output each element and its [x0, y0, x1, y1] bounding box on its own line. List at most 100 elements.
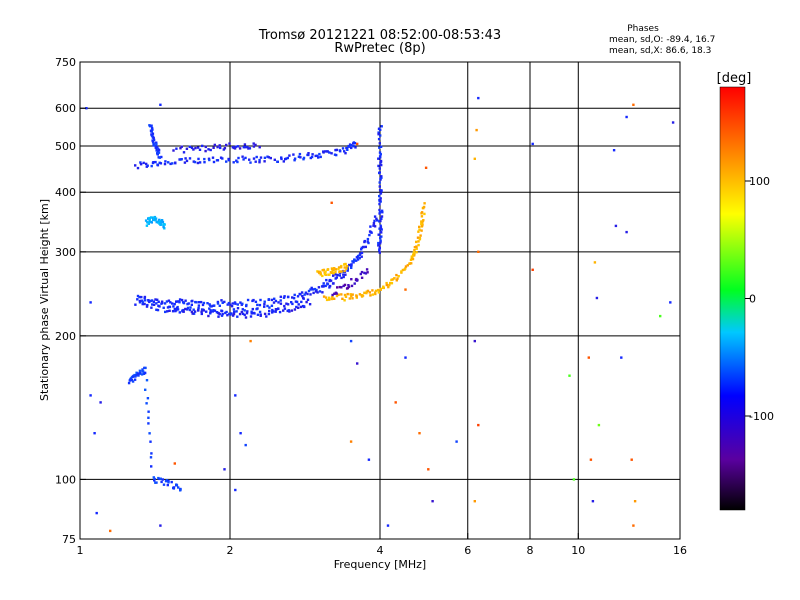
trace-point — [226, 314, 229, 317]
trace-point — [333, 297, 336, 300]
trace-point — [155, 481, 158, 484]
trace-point — [180, 158, 183, 161]
trace-point — [338, 274, 341, 277]
trace-point — [167, 299, 171, 302]
trace-point — [338, 270, 342, 273]
scatter-point — [595, 296, 599, 300]
trace-point — [136, 166, 140, 170]
scatter-point — [589, 458, 593, 461]
trace-point — [142, 370, 145, 373]
trace-point — [295, 305, 298, 309]
trace-point — [350, 144, 353, 147]
trace-point — [234, 145, 238, 148]
trace-point — [155, 302, 158, 305]
trace-point — [379, 156, 382, 159]
trace-point — [173, 307, 176, 311]
trace-point — [190, 310, 194, 314]
trace-point — [162, 306, 165, 309]
trace-point — [380, 215, 384, 218]
trace-point — [159, 477, 162, 480]
scatter-point — [620, 356, 623, 359]
trace-point — [322, 151, 325, 154]
trace-point — [378, 247, 381, 251]
trace-point — [316, 154, 319, 157]
trace-point — [258, 158, 261, 162]
trace-point — [149, 456, 153, 459]
trace-point — [149, 124, 153, 127]
scatter-point — [473, 157, 476, 160]
trace-point — [256, 313, 260, 316]
trace-point — [340, 276, 343, 280]
trace-point — [173, 302, 176, 306]
trace-point — [324, 270, 327, 273]
trace-point — [131, 380, 135, 383]
trace-point — [145, 379, 149, 382]
trace-point — [397, 275, 400, 278]
scatter-point — [614, 224, 618, 228]
trace-point — [243, 313, 246, 317]
trace-point — [364, 272, 368, 275]
trace-point — [191, 312, 194, 315]
trace-point — [140, 373, 144, 376]
trace-point — [138, 369, 142, 372]
trace-point — [346, 147, 349, 150]
trace-point — [391, 278, 394, 281]
trace-point — [317, 156, 320, 159]
trace-point — [246, 145, 249, 149]
trace-point — [247, 147, 250, 150]
y-tick-label: 600 — [55, 102, 76, 115]
scatter-point — [249, 339, 252, 343]
trace-point — [242, 146, 245, 149]
scatter-point — [239, 432, 242, 435]
scatter-point — [367, 458, 371, 461]
trace-point — [379, 197, 382, 200]
trace-point — [245, 312, 249, 315]
trace-point — [184, 157, 187, 160]
trace-point — [378, 185, 381, 188]
x-axis-label: Frequency [MHz] — [334, 558, 426, 571]
trace-point — [205, 310, 208, 313]
trace-point — [147, 422, 150, 425]
trace-point — [348, 297, 351, 300]
trace-point — [232, 161, 235, 164]
trace-point — [199, 300, 203, 304]
trace-point — [287, 295, 290, 299]
trace-point — [203, 161, 206, 164]
trace-point — [365, 268, 369, 271]
trace-point — [290, 301, 293, 304]
trace-point — [150, 306, 153, 309]
trace-point — [175, 147, 178, 150]
trace-point — [172, 305, 175, 308]
trace-point — [151, 128, 154, 131]
trace-point — [256, 303, 259, 307]
trace-point — [178, 298, 182, 301]
scatter-point — [330, 201, 333, 204]
trace-point — [423, 212, 426, 216]
scatter-point — [93, 432, 96, 435]
trace-point — [297, 155, 301, 158]
trace-point — [299, 305, 303, 309]
trace-point — [378, 146, 381, 149]
trace-point — [330, 297, 333, 301]
trace-point — [252, 142, 255, 145]
trace-point — [360, 294, 363, 297]
trace-point — [319, 271, 322, 275]
trace-point — [209, 309, 212, 312]
trace-point — [279, 302, 283, 305]
trace-point — [243, 309, 246, 312]
x-tick-label: 6 — [464, 544, 471, 557]
y-tick-label: 75 — [62, 533, 76, 546]
trace-point — [136, 372, 140, 375]
trace-point — [343, 263, 346, 266]
trace-point — [171, 302, 174, 305]
trace-point — [378, 142, 381, 145]
trace-point — [380, 235, 383, 238]
trace-point — [130, 379, 134, 382]
y-axis-ticks: 75 100 200 300 400 500 600 750 — [55, 56, 86, 546]
trace-point — [233, 310, 236, 314]
trace-point — [236, 307, 240, 310]
trace-point — [342, 273, 345, 276]
trace-point — [328, 296, 331, 299]
colorbar-ticks: 100 0 -100 — [745, 175, 774, 423]
scatter-point — [99, 401, 102, 404]
